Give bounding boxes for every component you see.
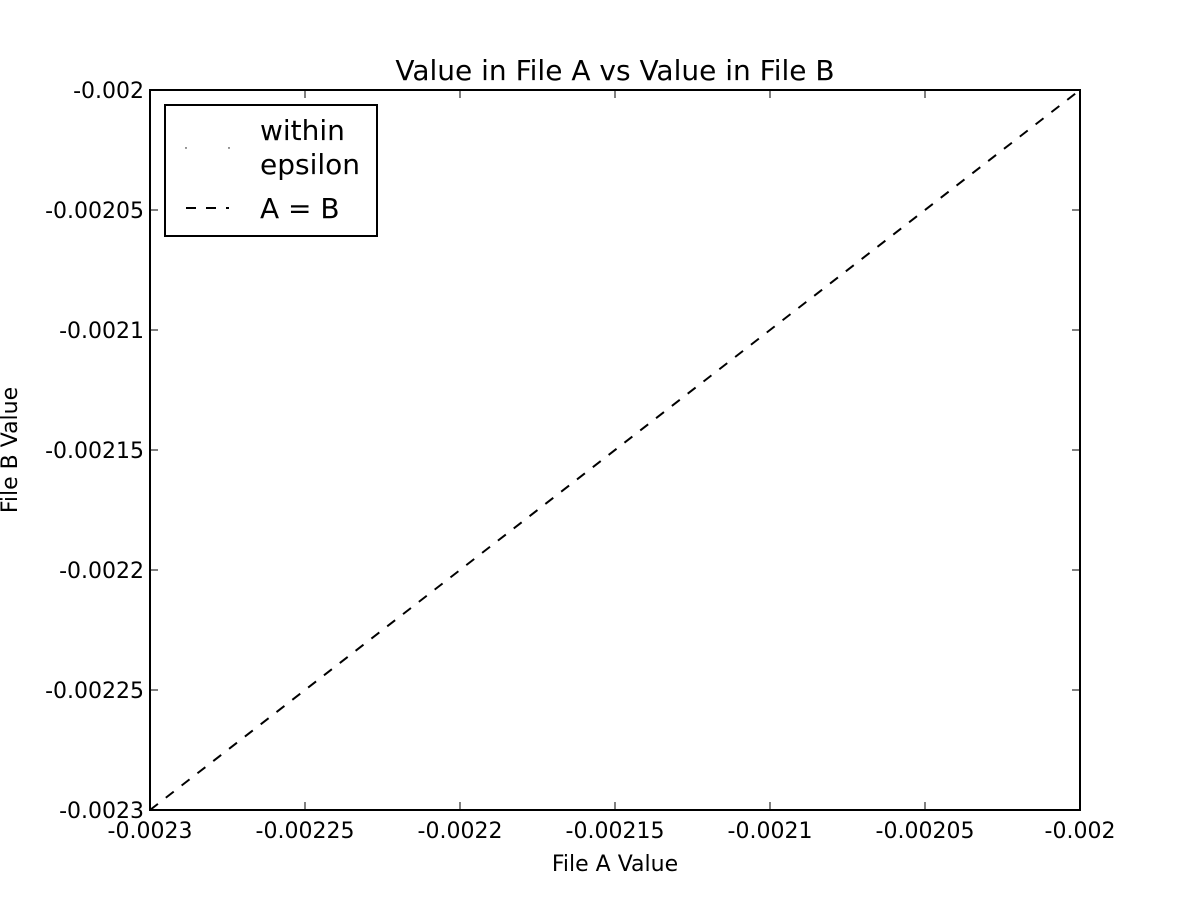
x-tick-label: -0.0021	[728, 819, 813, 844]
x-tick-label: -0.002	[1045, 819, 1116, 844]
legend-label-within-epsilon-line2: epsilon	[260, 148, 360, 181]
x-tick-label: -0.0022	[418, 819, 503, 844]
series-line-a-equals-b	[149, 89, 1081, 811]
legend-label-within-epsilon-line1: within	[260, 114, 345, 147]
y-tick-label: -0.002	[73, 79, 144, 104]
y-axis-label: File B Value	[0, 387, 23, 513]
y-tick-label: -0.00225	[45, 679, 144, 704]
x-axis-label: File A Value	[552, 852, 678, 877]
x-tick-label: -0.00225	[256, 819, 355, 844]
y-tick-label: -0.00205	[45, 199, 144, 224]
x-tick-label: -0.00215	[566, 819, 665, 844]
y-tick-label: -0.0023	[59, 799, 144, 824]
legend: within epsilon A = B	[164, 104, 378, 237]
plot-area	[149, 89, 1081, 811]
y-tick-label: -0.0021	[59, 319, 144, 344]
legend-marker-dot	[185, 147, 187, 149]
y-tick-label: -0.00215	[45, 439, 144, 464]
legend-label-a-equals-b: A = B	[260, 192, 340, 225]
axis-ticks: -0.0023 -0.00225 -0.0022 -0.00215 -0.0021 -0.…	[45, 79, 1115, 844]
chart-title: Value in File A vs Value in File B	[395, 54, 834, 87]
x-tick-label: -0.0023	[108, 819, 193, 844]
legend-marker-dot	[228, 147, 230, 149]
y-tick-label: -0.0022	[59, 559, 144, 584]
x-tick-label: -0.00205	[876, 819, 975, 844]
legend-box	[164, 104, 378, 237]
